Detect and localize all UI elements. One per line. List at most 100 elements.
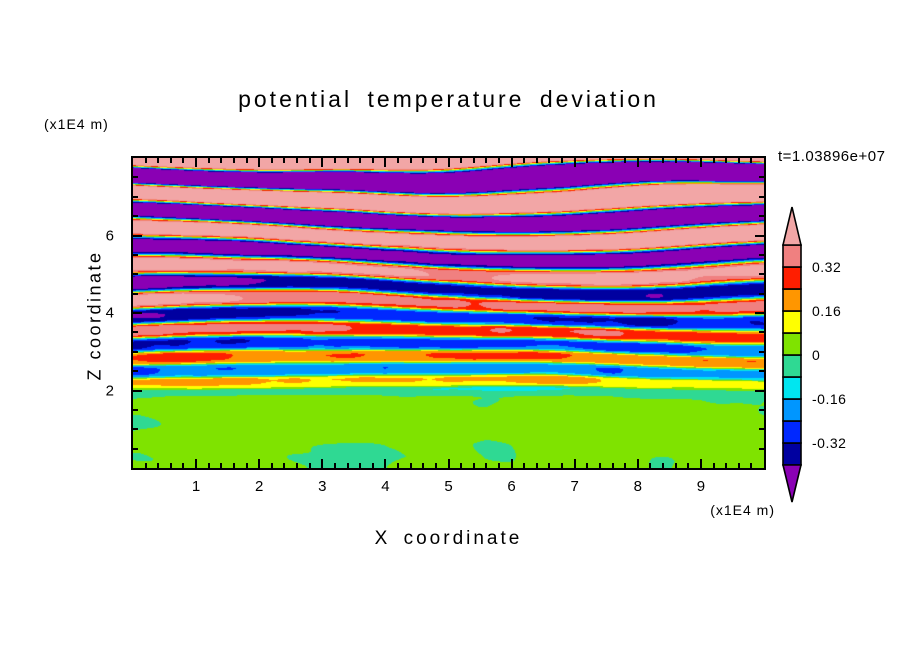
tick-mark bbox=[725, 463, 728, 468]
tick-mark bbox=[611, 463, 614, 468]
tick-mark bbox=[737, 463, 740, 468]
tick-mark bbox=[308, 158, 311, 163]
tick-mark bbox=[220, 463, 223, 468]
tick-mark bbox=[548, 158, 551, 163]
tick-mark bbox=[485, 463, 488, 468]
plot-title: potential temperature deviation bbox=[238, 86, 659, 112]
tick-mark bbox=[624, 463, 627, 468]
tick-mark bbox=[157, 463, 160, 468]
tick-mark bbox=[523, 158, 526, 163]
tick-mark bbox=[447, 158, 450, 167]
colorbar-segment bbox=[782, 420, 802, 444]
tick-marks-layer bbox=[133, 158, 764, 468]
tick-mark bbox=[674, 158, 677, 163]
tick-mark bbox=[759, 273, 764, 276]
tick-mark bbox=[258, 459, 261, 468]
tick-mark bbox=[755, 234, 764, 237]
x-tick-label: 8 bbox=[633, 478, 642, 495]
tick-mark bbox=[270, 158, 273, 163]
tick-mark bbox=[245, 463, 248, 468]
tick-mark bbox=[195, 459, 198, 468]
tick-mark bbox=[662, 463, 665, 468]
tick-mark bbox=[687, 463, 690, 468]
tick-mark bbox=[359, 158, 362, 163]
colorbar-segment bbox=[782, 332, 802, 356]
tick-mark bbox=[409, 158, 412, 163]
tick-mark bbox=[296, 463, 299, 468]
tick-mark bbox=[636, 158, 639, 167]
tick-mark bbox=[144, 158, 147, 163]
tick-mark bbox=[611, 158, 614, 163]
tick-mark bbox=[561, 463, 564, 468]
tick-mark bbox=[662, 158, 665, 163]
tick-mark bbox=[535, 463, 538, 468]
tick-mark bbox=[447, 459, 450, 468]
tick-mark bbox=[296, 158, 299, 163]
tick-mark bbox=[133, 195, 138, 198]
tick-mark bbox=[712, 463, 715, 468]
tick-mark bbox=[759, 195, 764, 198]
tick-mark bbox=[535, 158, 538, 163]
tick-mark bbox=[133, 370, 138, 373]
x-tick-label: 2 bbox=[255, 478, 264, 495]
tick-mark bbox=[207, 158, 210, 163]
tick-mark bbox=[548, 463, 551, 468]
z-tick-label: 4 bbox=[105, 304, 114, 322]
tick-mark bbox=[460, 158, 463, 163]
tick-mark bbox=[422, 158, 425, 163]
tick-mark bbox=[674, 463, 677, 468]
x-tick-label: 5 bbox=[444, 478, 453, 495]
tick-mark bbox=[750, 158, 753, 163]
colorbar-segment bbox=[782, 376, 802, 400]
x-tick-labels: 1 2 3 4 5 6 7 8 9 bbox=[133, 478, 764, 498]
tick-mark bbox=[510, 459, 513, 468]
x-tick-label: 3 bbox=[318, 478, 327, 495]
x-tick-label: 1 bbox=[191, 478, 201, 495]
colorbar-segment bbox=[782, 354, 802, 378]
tick-mark bbox=[472, 158, 475, 163]
tick-mark bbox=[573, 459, 576, 468]
tick-mark bbox=[220, 158, 223, 163]
x-axis-unit-label: (x1E4 m) bbox=[710, 502, 775, 518]
colorbar-segment bbox=[782, 244, 802, 268]
tick-mark bbox=[207, 463, 210, 468]
tick-mark bbox=[759, 408, 764, 411]
colorbar: 0.32 0.16 0 -0.16 -0.32 bbox=[781, 206, 846, 503]
tick-mark bbox=[133, 408, 138, 411]
z-tick-label: 6 bbox=[105, 227, 114, 244]
tick-mark bbox=[333, 158, 336, 163]
tick-mark bbox=[397, 158, 400, 163]
tick-mark bbox=[283, 463, 286, 468]
tick-mark bbox=[687, 158, 690, 163]
tick-mark bbox=[586, 463, 589, 468]
tick-mark bbox=[346, 158, 349, 163]
tick-mark bbox=[759, 447, 764, 450]
tick-mark bbox=[182, 463, 185, 468]
tick-mark bbox=[460, 463, 463, 468]
colorbar-label: -0.32 bbox=[812, 435, 846, 451]
tick-mark bbox=[725, 158, 728, 163]
tick-mark bbox=[497, 463, 500, 468]
tick-mark bbox=[712, 158, 715, 163]
tick-mark bbox=[750, 463, 753, 468]
tick-mark bbox=[371, 158, 374, 163]
z-tick-label: 2 bbox=[105, 382, 114, 399]
colorbar-label: 0.16 bbox=[812, 303, 841, 319]
tick-mark bbox=[573, 158, 576, 167]
tick-mark bbox=[759, 331, 764, 334]
tick-mark bbox=[133, 389, 142, 392]
tick-mark bbox=[699, 158, 702, 167]
tick-mark bbox=[649, 463, 652, 468]
colorbar-segment bbox=[782, 442, 802, 466]
plot-area bbox=[131, 156, 766, 470]
tick-mark bbox=[422, 463, 425, 468]
tick-mark bbox=[699, 459, 702, 468]
x-tick-label: 7 bbox=[570, 478, 579, 495]
tick-mark bbox=[283, 158, 286, 163]
tick-mark bbox=[359, 463, 362, 468]
tick-mark bbox=[232, 463, 235, 468]
tick-mark bbox=[384, 158, 387, 167]
tick-mark bbox=[133, 312, 142, 314]
tick-mark bbox=[598, 463, 601, 468]
